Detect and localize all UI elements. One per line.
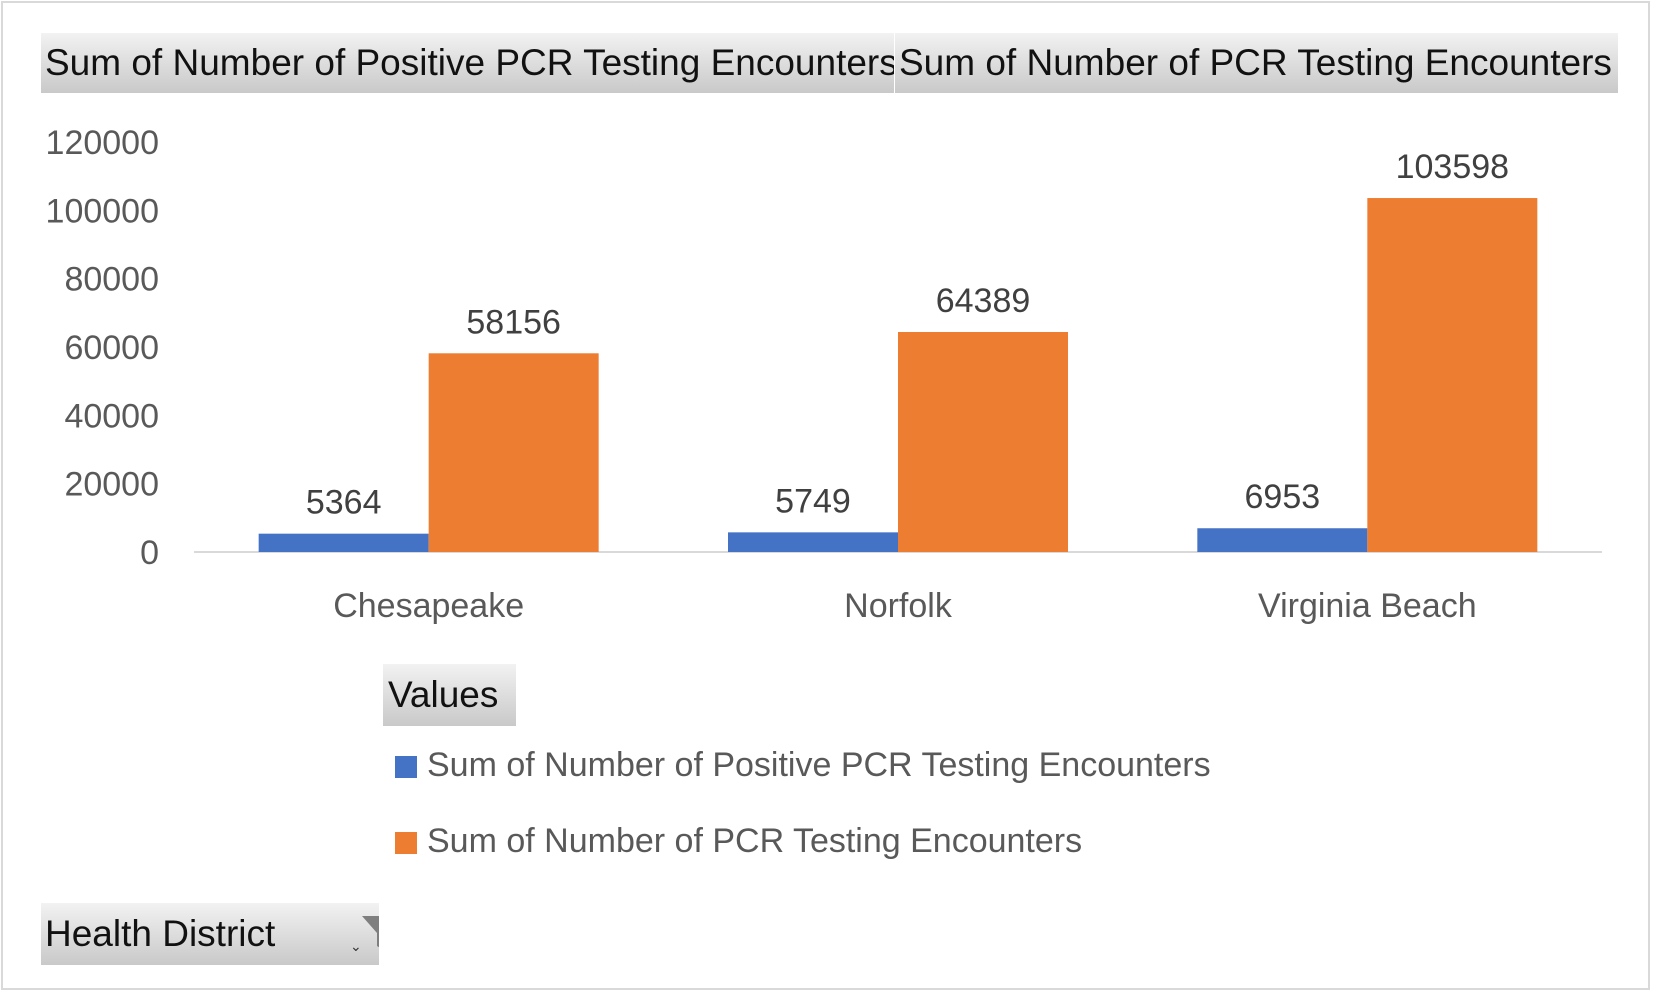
funnel-filter-icon <box>362 916 379 948</box>
legend-swatch-positive <box>395 756 417 778</box>
y-tick-label: 40000 <box>64 397 159 435</box>
health-district-filter-button[interactable]: Health District ⌄ <box>41 903 379 965</box>
y-tick-label: 60000 <box>64 329 159 367</box>
data-label: 64389 <box>936 282 1031 320</box>
legend-label-positive: Sum of Number of Positive PCR Testing En… <box>427 746 1211 784</box>
values-field-button[interactable]: Values <box>383 664 516 726</box>
data-label: 5364 <box>306 484 382 522</box>
data-label: 58156 <box>466 303 561 341</box>
bar <box>1197 528 1368 552</box>
bar <box>428 353 599 552</box>
y-tick-label: 20000 <box>64 466 159 504</box>
bar <box>1367 198 1538 552</box>
data-label: 6953 <box>1245 478 1321 516</box>
bar <box>728 532 898 552</box>
bar <box>258 533 429 552</box>
health-district-label: Health District <box>45 913 276 954</box>
legend-label-total: Sum of Number of PCR Testing Encounters <box>427 822 1083 860</box>
legend-swatch-total <box>395 832 417 854</box>
data-label: 5749 <box>775 482 851 520</box>
x-category-label: Norfolk <box>844 587 953 625</box>
field-button-positive-pcr[interactable]: Sum of Number of Positive PCR Testing En… <box>41 33 894 93</box>
y-tick-label: 100000 <box>46 192 159 230</box>
y-tick-label: 0 <box>140 534 159 572</box>
x-category-label: Virginia Beach <box>1258 587 1477 625</box>
data-label: 103598 <box>1396 148 1509 186</box>
y-tick-label: 80000 <box>64 261 159 299</box>
dropdown-arrow-icon: ⌄ <box>350 938 362 954</box>
field-button-total-pcr[interactable]: Sum of Number of PCR Testing Encounters <box>894 33 1618 93</box>
y-tick-label: 120000 <box>46 124 159 162</box>
x-category-label: Chesapeake <box>333 587 524 625</box>
bar <box>898 332 1068 552</box>
bar-chart: 0 20000 40000 60000 80000 100000 120000 5364 581… <box>46 124 1602 625</box>
